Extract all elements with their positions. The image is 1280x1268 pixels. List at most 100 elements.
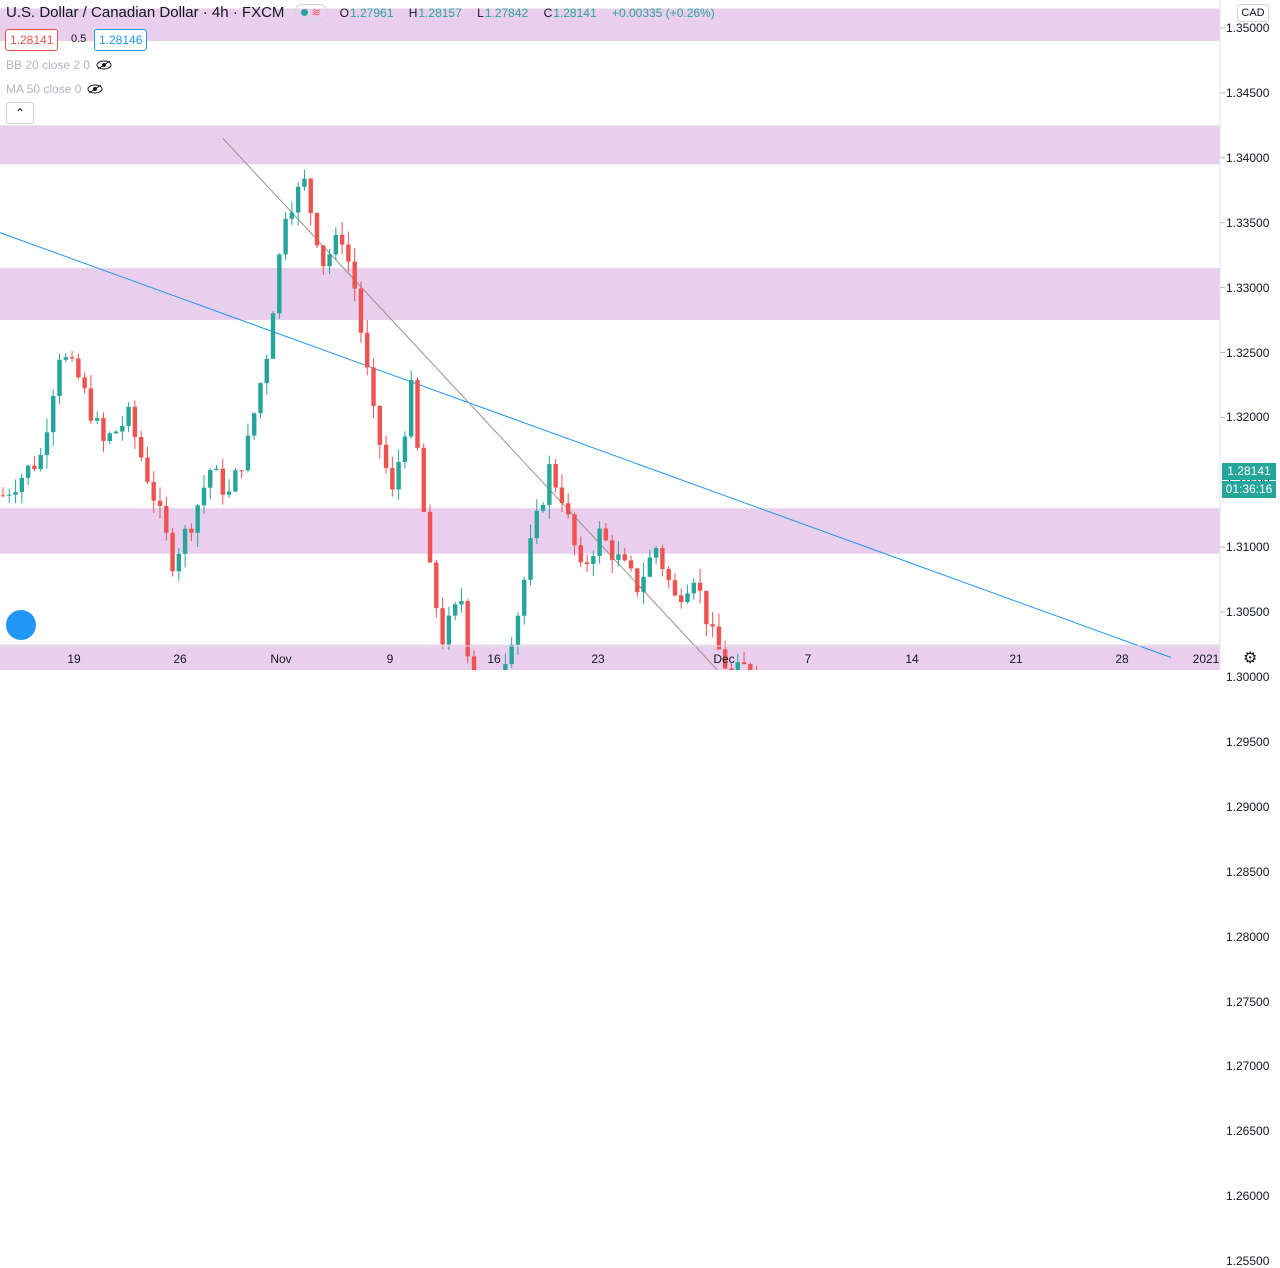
zone-band	[0, 125, 1220, 164]
bullish-candle	[120, 426, 124, 432]
bullish-candle	[202, 488, 206, 506]
high-value: 1.28157	[418, 6, 461, 20]
x-tick-label: 21	[1009, 652, 1022, 666]
sell-price-button[interactable]: 1.28141	[5, 29, 58, 51]
bullish-candle	[334, 235, 338, 255]
bullish-candle	[528, 538, 532, 580]
bullish-candle	[403, 437, 407, 462]
open-value: 1.27961	[350, 6, 393, 20]
bullish-candle	[20, 478, 24, 492]
bearish-candle	[32, 466, 36, 469]
bearish-candle	[76, 358, 80, 377]
x-tick-label: 7	[805, 652, 812, 666]
y-tick-label: 1.33000	[1226, 281, 1269, 295]
bullish-candle	[453, 604, 457, 615]
bullish-candle	[227, 492, 231, 495]
bullish-candle	[265, 359, 269, 383]
bullish-candle	[108, 433, 112, 441]
bullish-candle	[45, 432, 49, 455]
y-tick-label: 1.28500	[1226, 865, 1269, 879]
bullish-candle	[736, 662, 740, 670]
bearish-candle	[390, 468, 394, 489]
change-value: +0.00335 (+0.26%)	[612, 6, 715, 20]
ma-indicator-row[interactable]: MA 50 close 0	[6, 82, 103, 96]
ma-indicator-label: MA 50 close 0	[6, 82, 81, 96]
bullish-candle	[95, 418, 99, 421]
collapse-chevron-up-icon[interactable]: ⌃	[6, 102, 34, 124]
bullish-candle	[57, 360, 61, 396]
bullish-candle	[126, 407, 130, 426]
bearish-candle	[1, 495, 5, 496]
bullish-candle	[277, 254, 281, 313]
bearish-candle	[170, 533, 174, 572]
bullish-candle	[296, 187, 300, 213]
bullish-candle	[13, 492, 17, 495]
bearish-candle	[635, 568, 639, 592]
bearish-candle	[221, 469, 225, 495]
y-tick-label: 1.29500	[1226, 735, 1269, 749]
bullish-candle	[409, 380, 413, 437]
bearish-candle	[440, 608, 444, 644]
bearish-candle	[352, 262, 356, 289]
gear-icon[interactable]: ⚙	[1243, 648, 1257, 668]
x-tick-label: Nov	[270, 652, 291, 666]
ohlc-values: O1.27961 H1.28157 L1.27842 C1.28141 +0.0…	[340, 6, 721, 20]
bullish-candle	[654, 548, 658, 557]
bullish-candle	[246, 436, 250, 471]
spread-value: 0.5	[71, 33, 86, 45]
last-price-tag: 1.28141	[1222, 463, 1276, 480]
bullish-candle	[302, 179, 306, 187]
x-tick-label: 19	[67, 652, 80, 666]
bullish-candle	[692, 583, 696, 594]
bullish-candle	[26, 466, 30, 478]
bullish-candle	[396, 462, 400, 489]
x-tick-label: 16	[487, 652, 500, 666]
bullish-candle	[516, 616, 520, 645]
bearish-candle	[309, 179, 313, 213]
bearish-candle	[321, 245, 325, 266]
bearish-candle	[315, 213, 319, 245]
y-tick-label: 1.27000	[1226, 1059, 1269, 1073]
bullish-candle	[208, 470, 212, 488]
bb-indicator-row[interactable]: BB 20 close 2 0	[6, 58, 112, 72]
bearish-candle	[384, 445, 388, 468]
market-status[interactable]: ≋	[294, 4, 327, 21]
tradingview-logo-icon[interactable]	[6, 610, 36, 640]
bearish-candle	[679, 595, 683, 602]
trend-lines	[0, 138, 1171, 670]
y-tick-label: 1.30000	[1226, 670, 1269, 684]
eye-off-icon[interactable]	[96, 60, 112, 70]
x-tick-label: 23	[591, 652, 604, 666]
symbol-legend: U.S. Dollar / Canadian Dollar · 4h · FXC…	[6, 4, 721, 21]
bullish-candle	[214, 469, 218, 470]
bullish-candle	[503, 664, 507, 670]
bearish-candle	[579, 545, 583, 562]
bullish-candle	[459, 601, 463, 604]
y-tick-label: 1.34000	[1226, 151, 1269, 165]
eye-off-icon[interactable]	[87, 84, 103, 94]
status-dot-icon	[301, 9, 308, 16]
bullish-candle	[597, 529, 601, 556]
price-chart[interactable]	[0, 0, 1280, 670]
buy-price-button[interactable]: 1.28146	[94, 29, 147, 51]
x-tick-label: 14	[905, 652, 918, 666]
bearish-candle	[378, 406, 382, 445]
bearish-candle	[666, 569, 670, 580]
bearish-candle	[239, 470, 243, 471]
y-tick-label: 1.26500	[1226, 1124, 1269, 1138]
bullish-candle	[616, 554, 620, 560]
bullish-candle	[509, 645, 513, 664]
bearish-candle	[371, 367, 375, 406]
bullish-candle	[38, 455, 42, 469]
x-tick-label: 26	[173, 652, 186, 666]
bearish-candle	[572, 514, 576, 545]
x-tick-label: 9	[387, 652, 394, 666]
bearish-candle	[82, 377, 86, 388]
bearish-candle	[428, 512, 432, 562]
symbol-title[interactable]: U.S. Dollar / Canadian Dollar · 4h · FXC…	[6, 4, 284, 21]
bullish-candle	[641, 577, 645, 592]
bullish-candle	[233, 470, 237, 491]
currency-label[interactable]: CAD	[1237, 4, 1269, 22]
y-tick-label: 1.33500	[1226, 216, 1269, 230]
bullish-candle	[290, 213, 294, 219]
